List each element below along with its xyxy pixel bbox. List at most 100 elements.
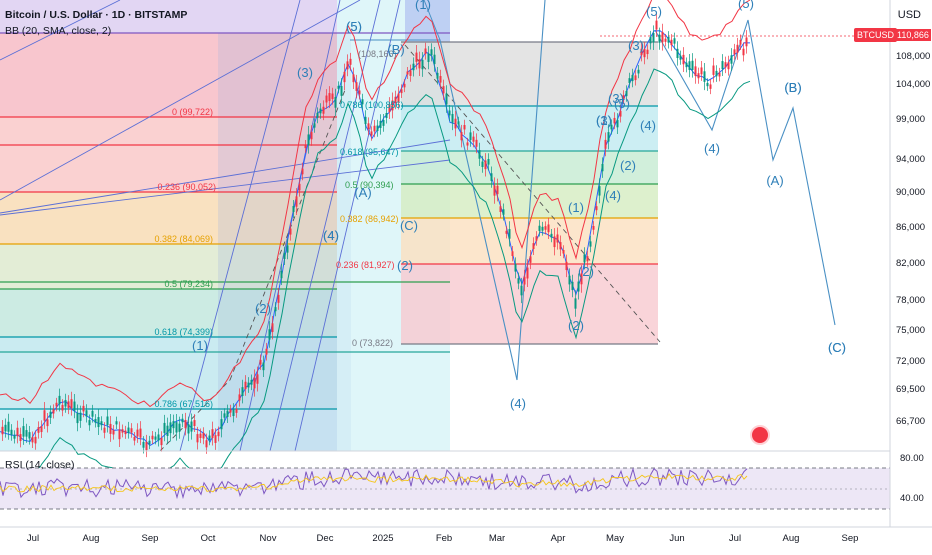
time-axis[interactable] <box>0 527 932 550</box>
price-axis[interactable] <box>890 0 932 527</box>
candle-body <box>262 362 265 371</box>
candle-body <box>400 89 403 94</box>
candle-body <box>133 436 136 441</box>
candle-body <box>616 119 619 128</box>
wave-label: (B) <box>784 80 801 95</box>
wave-label: (5) <box>346 19 362 34</box>
wave-label: (4) <box>323 228 339 243</box>
candle-body <box>709 84 712 89</box>
candle-body <box>103 427 106 433</box>
candle-body <box>244 381 247 390</box>
rsi-tick-label: 40.00 <box>900 493 924 504</box>
wave-label: (B) <box>387 42 404 57</box>
candle-body <box>571 281 574 291</box>
price-tick-label: 104,000 <box>896 79 930 90</box>
candle-body <box>376 125 379 132</box>
candle-body <box>259 359 262 365</box>
candle-body <box>631 74 634 82</box>
candle-body <box>550 233 553 238</box>
price-tick-label: 82,000 <box>896 258 925 269</box>
bb-legend[interactable]: BB (20, SMA, close, 2) <box>5 25 112 37</box>
candle-body <box>478 150 481 159</box>
candle-body <box>55 402 58 407</box>
candle-body <box>58 395 61 405</box>
symbol-legend[interactable]: Bitcoin / U.S. Dollar · 1D · BITSTAMP <box>5 9 188 21</box>
rsi-series <box>0 467 748 500</box>
wave-label: (A) <box>766 173 783 188</box>
candle-body <box>109 423 112 434</box>
wave-projection <box>350 0 546 381</box>
candle-body <box>334 97 337 108</box>
candle-body <box>82 405 85 412</box>
candle-body <box>127 427 130 433</box>
candle-body <box>295 196 298 207</box>
candle-body <box>34 436 37 444</box>
candle-body <box>337 85 340 89</box>
candle-body <box>493 185 496 196</box>
candle-body <box>703 71 706 82</box>
candle-body <box>577 281 580 292</box>
last-price-label: 110,866 <box>895 29 931 41</box>
candle-body <box>184 419 187 429</box>
rsi-legend[interactable]: RSI (14, close) <box>5 459 75 471</box>
candle-body <box>547 224 550 233</box>
candle-body <box>439 75 442 83</box>
candle-body <box>448 110 451 116</box>
candle-body <box>19 434 22 441</box>
us-flag-icon[interactable] <box>750 425 770 445</box>
fib-label-right: 0.236 (81,927) <box>336 260 395 270</box>
price-tick-label: 75,000 <box>896 325 925 336</box>
candle-body <box>178 423 181 432</box>
candle-body <box>412 63 415 71</box>
wave-label: (3) <box>628 38 644 53</box>
candle-body <box>226 410 229 417</box>
candle-body <box>214 435 217 443</box>
candle-body <box>352 74 355 83</box>
candle-body <box>484 160 487 170</box>
candle-body <box>172 421 175 429</box>
wave-label: (A) <box>354 185 371 200</box>
candle-body <box>520 285 523 296</box>
candle-body <box>46 419 49 427</box>
candle-body <box>322 106 325 114</box>
currency-label[interactable]: USD <box>897 9 921 21</box>
wave-label: (C) <box>828 340 846 355</box>
candle-body <box>727 62 730 70</box>
candle-body <box>28 432 31 439</box>
wave-label: (4) <box>323 228 339 243</box>
candle-body <box>700 67 703 75</box>
time-tick-label: Apr <box>551 533 566 544</box>
candle-body <box>460 132 463 141</box>
wave-label: (1) <box>568 200 584 215</box>
candle-body <box>31 437 34 443</box>
candle-body <box>76 412 79 424</box>
candle-body <box>157 434 160 441</box>
time-tick-label: May <box>606 533 624 544</box>
candle-body <box>241 387 244 396</box>
candle-body <box>310 131 313 140</box>
candle-body <box>88 420 91 426</box>
candle-body <box>124 430 127 435</box>
candle-body <box>637 69 640 74</box>
price-tick-label: 66,700 <box>896 416 925 427</box>
fib-label-left: 0.5 (79,234) <box>164 279 213 289</box>
candle-body <box>706 82 709 87</box>
candle-body <box>619 110 622 117</box>
candle-body <box>292 205 295 212</box>
candle-body <box>604 139 607 149</box>
candle-body <box>139 428 142 438</box>
candle-body <box>169 422 172 434</box>
candle-body <box>694 66 697 76</box>
candle-body <box>529 256 532 263</box>
wave-label: (2) <box>397 258 413 273</box>
candle-body <box>475 139 478 147</box>
candle-body <box>385 113 388 119</box>
candle-body <box>496 185 499 195</box>
candle-body <box>421 59 424 70</box>
candle-body <box>733 49 736 55</box>
candle-body <box>121 429 124 433</box>
candle-body <box>643 49 646 58</box>
candle-body <box>154 436 157 440</box>
